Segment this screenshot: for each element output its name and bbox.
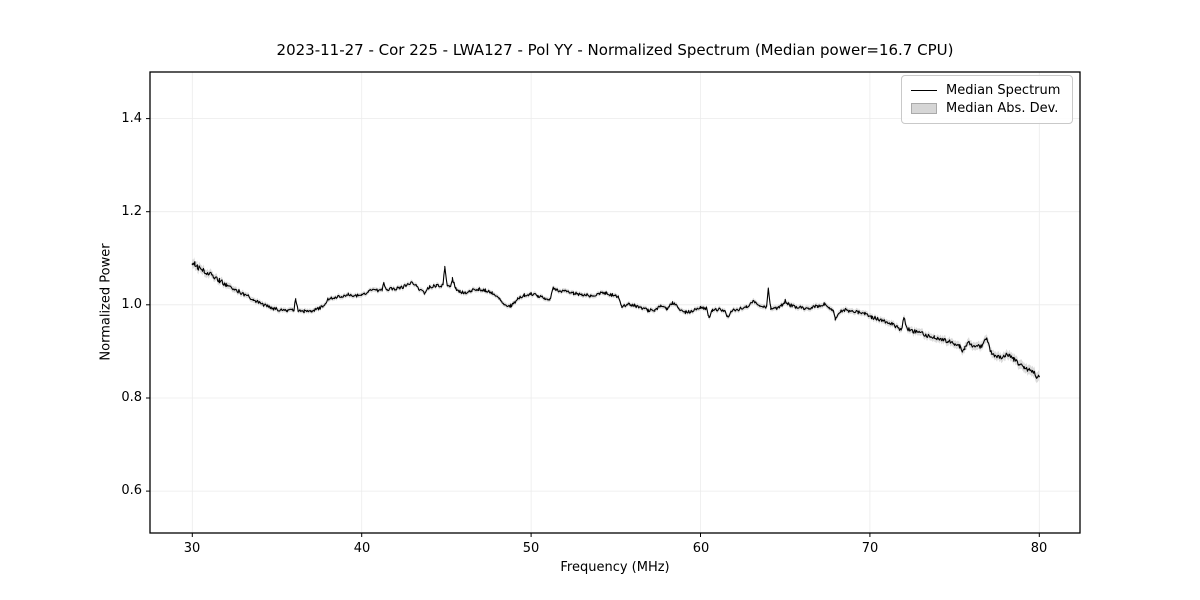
chart-title: 2023-11-27 - Cor 225 - LWA127 - Pol YY -… (276, 41, 954, 59)
x-tick-label: 50 (522, 541, 540, 556)
legend: Median Spectrum Median Abs. Dev. (901, 75, 1073, 124)
legend-patch-swatch (911, 103, 937, 114)
x-tick-label: 80 (1030, 541, 1048, 556)
x-tick-label: 40 (353, 541, 371, 556)
legend-item-median-spectrum: Median Spectrum (911, 83, 1063, 98)
x-tick-label: 30 (183, 541, 201, 556)
tick-marks (146, 118, 1040, 537)
x-axis-label: Frequency (MHz) (560, 560, 670, 575)
legend-item-median-abs-dev: Median Abs. Dev. (911, 101, 1063, 116)
legend-label: Median Spectrum (946, 83, 1061, 98)
median-spectrum-line (191, 261, 1040, 379)
y-tick-label: 0.8 (121, 390, 142, 405)
y-tick-label: 1.4 (121, 111, 142, 126)
x-tick-label: 60 (692, 541, 710, 556)
legend-label: Median Abs. Dev. (946, 101, 1059, 116)
plot-frame (149, 71, 1081, 534)
y-tick-label: 1.0 (121, 297, 142, 312)
y-tick-label: 0.6 (121, 483, 142, 498)
x-tick-label: 70 (861, 541, 879, 556)
y-tick-label: 1.2 (121, 204, 142, 219)
legend-line-swatch (911, 90, 937, 91)
